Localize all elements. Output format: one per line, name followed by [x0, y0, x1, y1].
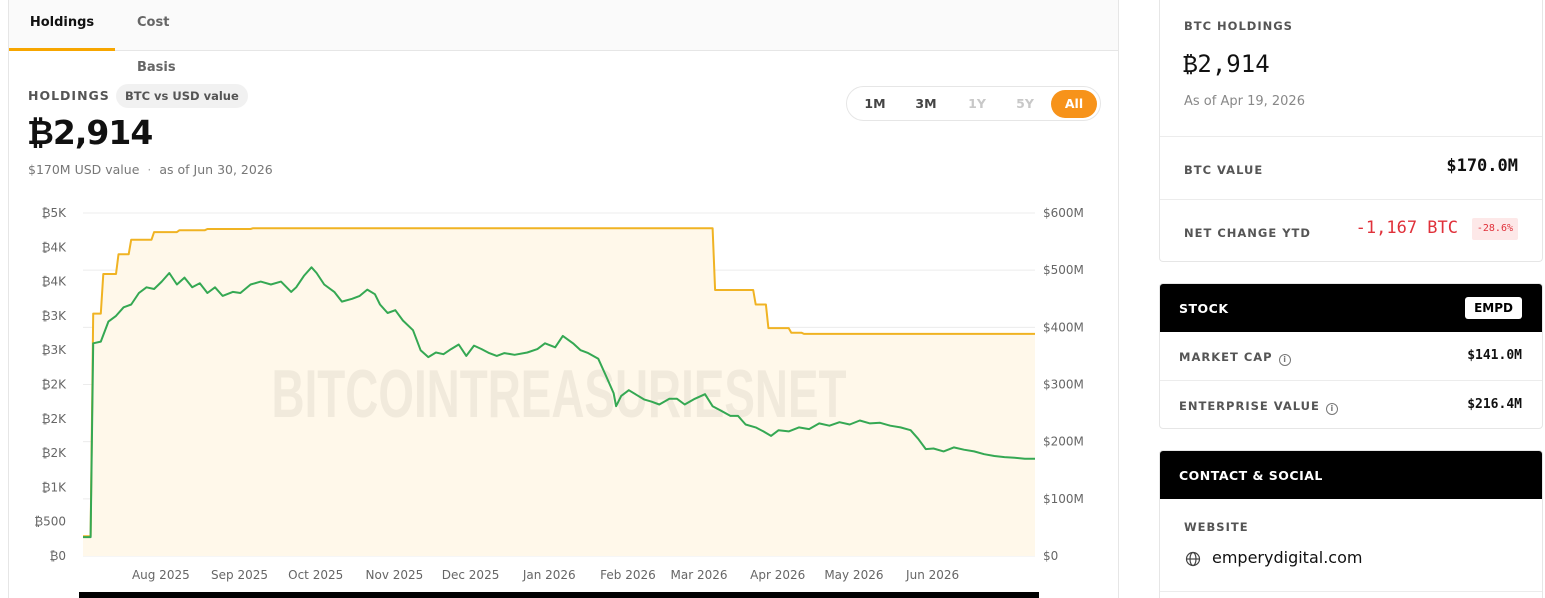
y-right-tick-label: $0	[1043, 549, 1058, 563]
y-left-tick-label: ₿0	[49, 549, 66, 563]
series-line-btc-holdings	[83, 227, 1035, 538]
range-5y-button: 5Y	[1016, 96, 1034, 111]
contact-title: CONTACT & SOCIAL	[1179, 468, 1323, 483]
enterprise-value-label: ENTERPRISE VALUE i	[1179, 399, 1338, 415]
btc-holdings-panel: BTC HOLDINGS ₿2,914 As of Apr 19, 2026 B…	[1159, 0, 1543, 262]
y-left-tick-label: ₿1K	[42, 480, 68, 494]
y-right-tick-label: $400M	[1043, 320, 1084, 334]
divider	[1160, 136, 1542, 137]
x-tick-label: Oct 2025	[288, 568, 343, 582]
y-right-tick-label: $500M	[1043, 263, 1084, 277]
enterprise-value-label-text: ENTERPRISE VALUE	[1179, 399, 1320, 413]
divider	[1160, 591, 1542, 592]
holdings-chart[interactable]: ₿0 ₿500 ₿1K ₿2K ₿2K ₿2K ₿3K ₿3K ₿4K ₿4K ₿5K $0 $100M…	[9, 195, 1119, 598]
x-tick-label: Jan 2026	[522, 568, 576, 582]
range-all-button[interactable]: All	[1051, 90, 1097, 118]
divider	[1160, 380, 1542, 381]
stock-panel-header: STOCK EMPD	[1160, 284, 1542, 332]
net-change-badge: -28.6%	[1471, 218, 1518, 240]
btc-holdings-value: ₿2,914	[1183, 50, 1270, 78]
btc-holdings-as-of: As of Apr 19, 2026	[1184, 94, 1305, 109]
range-3m-button[interactable]: 3M	[915, 96, 937, 111]
btc-vs-usd-pill: BTC vs USD value	[116, 84, 248, 108]
y-left-tick-label: ₿4K	[42, 240, 68, 254]
y-left-tick-label: ₿2K	[42, 412, 68, 426]
info-icon[interactable]: i	[1325, 403, 1338, 415]
tab-holdings[interactable]: Holdings	[9, 0, 115, 51]
x-tick-label: Mar 2026	[671, 568, 728, 582]
y-left-tick-label: ₿4K	[42, 275, 68, 289]
stock-panel: STOCK EMPD MARKET CAP i $141.0M ENTERPRIS…	[1159, 283, 1543, 429]
market-cap-label-text: MARKET CAP	[1179, 350, 1273, 364]
y-right-tick-label: $200M	[1043, 435, 1084, 449]
y-left-tick-label: ₿2K	[42, 378, 68, 392]
x-tick-label: Nov 2025	[366, 568, 424, 582]
x-tick-label: Apr 2026	[750, 568, 805, 582]
y-left-tick-label: ₿500	[34, 515, 66, 529]
watermark: BITCOINTREASURIESNET	[272, 356, 847, 432]
stock-title: STOCK	[1179, 301, 1229, 316]
as-of-date: as of Jun 30, 2026	[159, 162, 273, 177]
holdings-label: HOLDINGS	[28, 88, 110, 103]
globe-icon	[1185, 551, 1201, 567]
info-icon[interactable]: i	[1278, 354, 1291, 366]
y-left-tick-label: ₿5K	[42, 206, 68, 220]
range-selector: 1M 3M 1Y 5Y All	[846, 86, 1101, 121]
ticker-badge: EMPD	[1465, 297, 1522, 319]
market-cap-label: MARKET CAP i	[1179, 350, 1291, 366]
x-tick-label: Feb 2026	[600, 568, 656, 582]
contact-panel: CONTACT & SOCIAL WEBSITE	[1159, 450, 1543, 598]
website-link[interactable]: emperydigital.com	[1212, 548, 1363, 567]
btc-holdings-label: BTC HOLDINGS	[1184, 19, 1293, 33]
holdings-subline: $170M USD value · as of Jun 30, 2026	[28, 162, 273, 177]
range-navigator[interactable]	[79, 592, 1039, 598]
range-1m-button[interactable]: 1M	[864, 96, 886, 111]
usd-value: $170M USD value	[28, 162, 140, 177]
x-tick-label: Jun 2026	[905, 568, 959, 582]
y-right-tick-label: $300M	[1043, 378, 1084, 392]
y-left-tick-label: ₿3K	[42, 343, 68, 357]
btc-value-label: BTC VALUE	[1184, 163, 1264, 177]
x-tick-label: Aug 2025	[132, 568, 190, 582]
btc-value-amount: $170.0M	[1446, 156, 1518, 176]
enterprise-value-value: $216.4M	[1467, 397, 1522, 412]
website-label: WEBSITE	[1184, 520, 1249, 534]
x-tick-label: May 2026	[824, 568, 883, 582]
x-tick-label: Sep 2025	[211, 568, 268, 582]
separator-dot: ·	[147, 162, 152, 177]
market-cap-value: $141.0M	[1467, 348, 1522, 363]
tab-cost-basis[interactable]: Cost Basis	[137, 15, 176, 75]
divider	[1160, 199, 1542, 200]
y-right-tick-label: $100M	[1043, 492, 1084, 506]
range-1y-button: 1Y	[968, 96, 986, 111]
y-left-tick-label: ₿3K	[42, 309, 68, 323]
x-tick-label: Dec 2025	[442, 568, 500, 582]
holdings-card: Holdings Cost Basis HOLDINGS BTC vs USD …	[8, 0, 1119, 598]
holdings-value: ₿2,914	[27, 113, 153, 152]
contact-panel-header: CONTACT & SOCIAL	[1160, 451, 1542, 499]
tab-bar: Holdings Cost Basis	[9, 0, 1118, 75]
y-right-tick-label: $600M	[1043, 206, 1084, 220]
series-line-usd-value	[83, 266, 1035, 539]
net-change-amount: -1,167 BTC	[1355, 218, 1458, 238]
y-left-tick-label: ₿2K	[42, 446, 68, 460]
net-change-label: NET CHANGE YTD	[1184, 226, 1311, 240]
series-area	[83, 228, 1035, 556]
